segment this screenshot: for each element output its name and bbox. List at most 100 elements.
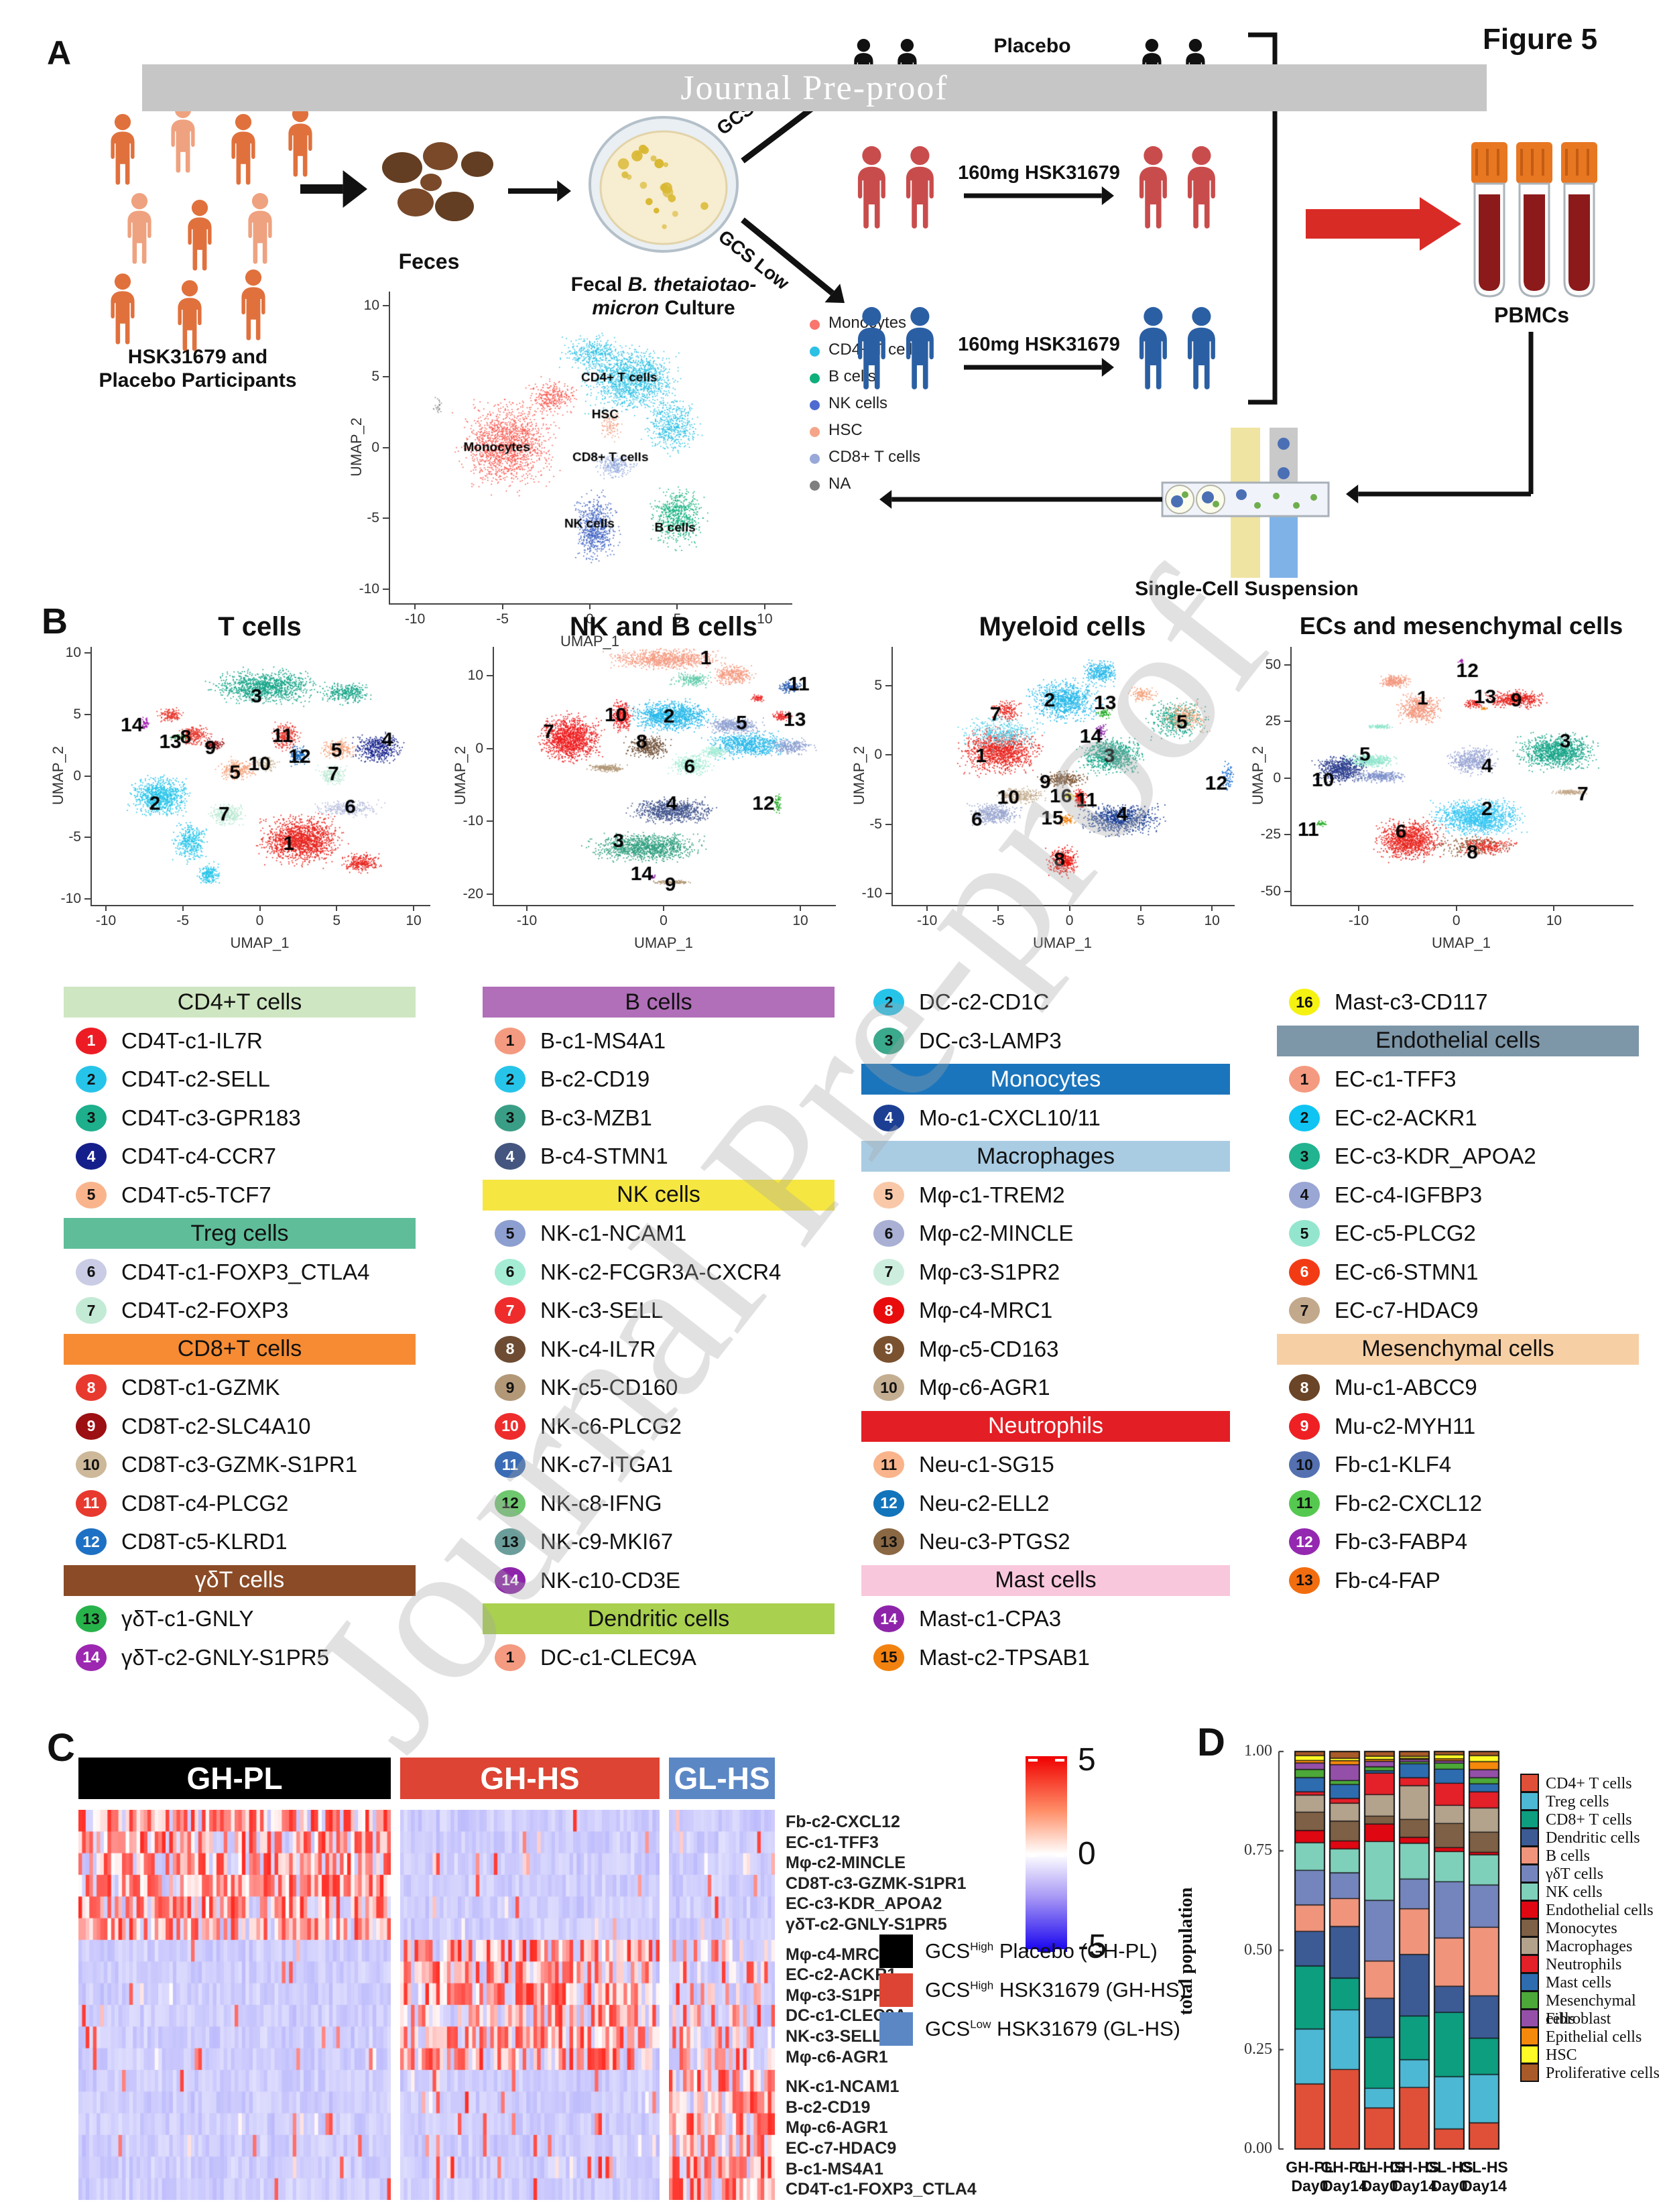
bar-legend-label: Epithelial cells — [1546, 2028, 1642, 2046]
bar-legend-swatch — [1520, 1900, 1539, 1919]
cluster-legend-item: 13 Fb-c4-FAP — [1289, 1565, 1651, 1596]
bar-legend-label: NK cells — [1546, 1884, 1603, 1901]
person-icon — [1139, 146, 1167, 229]
cluster-legend-item: 9 NK-c5-CD160 — [495, 1372, 847, 1403]
panel-b-label: B — [42, 601, 68, 641]
cluster-legend-item: 4 CD4T-c4-CCR7 — [76, 1141, 428, 1172]
placebo-label: Placebo — [993, 35, 1071, 57]
umap-legend-dot — [810, 400, 820, 410]
arrow — [300, 170, 367, 208]
bar-legend-swatch — [1520, 1828, 1539, 1847]
heatmap-row-label: NK-c1-NCAM1 — [786, 2077, 900, 2097]
figure-label: Figure 5 — [1483, 23, 1598, 56]
umap-legend-dot — [810, 427, 820, 437]
x-tick-mark — [1068, 905, 1070, 911]
bar-ytick-label: 0.25 — [1244, 2040, 1272, 2058]
bar-legend-label: CD8+ T cells — [1546, 1811, 1632, 1829]
y-tick-label: 10 — [65, 645, 81, 661]
bar-legend-label: Endothelial cells — [1546, 1902, 1654, 1919]
x-axis-label-umap-a: UMAP_1 — [560, 633, 620, 650]
heatmap-canvas-GH-PL — [78, 1810, 391, 2200]
cluster-label: EC-c6-STMN1 — [1335, 1259, 1479, 1284]
cluster-number-badge: 13 — [1289, 1566, 1320, 1594]
bar-legend-swatch — [1520, 1937, 1539, 1955]
cluster-legend-item: 11 Fb-c2-CXCL12 — [1289, 1488, 1651, 1519]
cluster-legend-item: 7 EC-c7-HDAC9 — [1289, 1295, 1651, 1326]
cluster-legend-item: 14 NK-c10-CD3E — [495, 1565, 847, 1596]
x-tick-mark — [763, 603, 765, 609]
y-tick-mark — [1284, 890, 1290, 892]
x-tick-mark — [1455, 905, 1457, 911]
person-icon — [178, 280, 202, 351]
y-tick-mark — [487, 747, 493, 749]
cluster-legend-item: 8 Mu-c1-ABCC9 — [1289, 1372, 1651, 1403]
cluster-label: CD8T-c4-PLCG2 — [121, 1490, 289, 1516]
y-tick-mark — [383, 305, 389, 307]
feces-icon — [461, 151, 493, 177]
cluster-number-badge: 10 — [1289, 1451, 1320, 1478]
feces-icon — [435, 192, 474, 221]
y-tick-mark — [84, 775, 90, 777]
cluster-number-badge: 2 — [873, 989, 904, 1016]
bar-legend-label: Monocytes — [1546, 1920, 1617, 1937]
x-tick-label: 10 — [1546, 913, 1562, 928]
x-tick-mark — [926, 905, 928, 911]
colorbar-tick-label: 5 — [1078, 1742, 1096, 1778]
cluster-legend-item: 10 Mφ-c6-AGR1 — [873, 1372, 1242, 1403]
y-tick-mark — [1284, 834, 1290, 836]
y-tick-label: -20 — [462, 885, 483, 902]
heatmap-row-label: Mφ-c2-MINCLE — [786, 1853, 906, 1873]
cluster-number-badge: 7 — [1289, 1297, 1320, 1324]
cluster-label: Mu-c2-MYH11 — [1335, 1413, 1476, 1438]
cluster-label: CD4T-c1-FOXP3_CTLA4 — [121, 1259, 370, 1284]
y-tick-label: 10 — [467, 668, 483, 684]
colorbar-dash — [1055, 1854, 1064, 1857]
cluster-group-header: Monocytes — [861, 1064, 1230, 1095]
y-tick-label: 0 — [73, 767, 81, 784]
bar-category-label: GH-HS Day0 — [1354, 2158, 1405, 2195]
umap-legend-dot — [810, 454, 820, 464]
cluster-legend-item: 3 CD4T-c3-GPR183 — [76, 1103, 428, 1133]
umap-title-umap-t: T cells — [218, 612, 302, 641]
x-tick-label: -10 — [404, 611, 426, 627]
colorbar-tick-label: -5 — [1078, 1928, 1107, 1964]
heatmap-row-label: EC-c3-KDR_APOA2 — [786, 1894, 942, 1914]
y-tick-label: 10 — [363, 298, 379, 314]
cluster-legend-item: 7 CD4T-c2-FOXP3 — [76, 1295, 428, 1326]
y-tick-label: -10 — [462, 813, 483, 829]
cluster-number-badge: 10 — [495, 1412, 526, 1440]
y-tick-label: -10 — [861, 885, 882, 902]
cluster-label: γδT-c1-GNLY — [121, 1606, 254, 1631]
cluster-legend-item: 12 CD8T-c5-KLRD1 — [76, 1526, 428, 1557]
cluster-group-header: CD8+T cells — [64, 1333, 416, 1365]
x-tick-label: 0 — [586, 611, 594, 627]
umap-canvas-umap-t — [92, 647, 430, 905]
x-tick-label: 5 — [1137, 913, 1145, 928]
umap-canvas-umap-ec — [1292, 647, 1633, 905]
cluster-group-header: B cells — [483, 987, 835, 1018]
bar-legend-label: Neutrophils — [1546, 1956, 1622, 1973]
y-tick-label: 5 — [874, 677, 882, 693]
cluster-number-badge: 7 — [495, 1297, 526, 1324]
cluster-number-badge: 7 — [873, 1258, 904, 1286]
cluster-legend-item: 10 CD8T-c3-GZMK-S1PR1 — [76, 1449, 428, 1480]
cluster-label: Mφ-c2-MINCLE — [919, 1221, 1074, 1245]
x-tick-label: 10 — [792, 913, 808, 928]
cluster-number-badge: 13 — [495, 1528, 526, 1555]
person-icon — [857, 146, 885, 229]
cluster-label: B-c1-MS4A1 — [540, 1028, 666, 1053]
heatmap-row-label: EC-c7-HDAC9 — [786, 2139, 897, 2158]
bar-category-label: GL-HS Day0 — [1425, 2158, 1473, 2195]
condition-legend-item: GCSHigh HSK31679 (GH-HS) — [879, 1973, 1186, 2007]
x-tick-mark — [589, 603, 591, 609]
colorbar-dash — [1055, 1759, 1064, 1762]
cluster-legend-item: 5 EC-c5-PLCG2 — [1289, 1218, 1651, 1249]
composition-bars-canvas — [1277, 1749, 1512, 2151]
feces-icon — [382, 152, 422, 183]
bar-legend-swatch — [1520, 2027, 1539, 2046]
y-axis-label-umap-ec: UMAP_2 — [1249, 745, 1266, 805]
cluster-number-badge: 2 — [1289, 1104, 1320, 1131]
x-tick-label: 10 — [1204, 913, 1220, 928]
y-axis-label-umap-mye: UMAP_2 — [851, 745, 867, 805]
cluster-label: Neu-c1-SG15 — [919, 1452, 1054, 1477]
